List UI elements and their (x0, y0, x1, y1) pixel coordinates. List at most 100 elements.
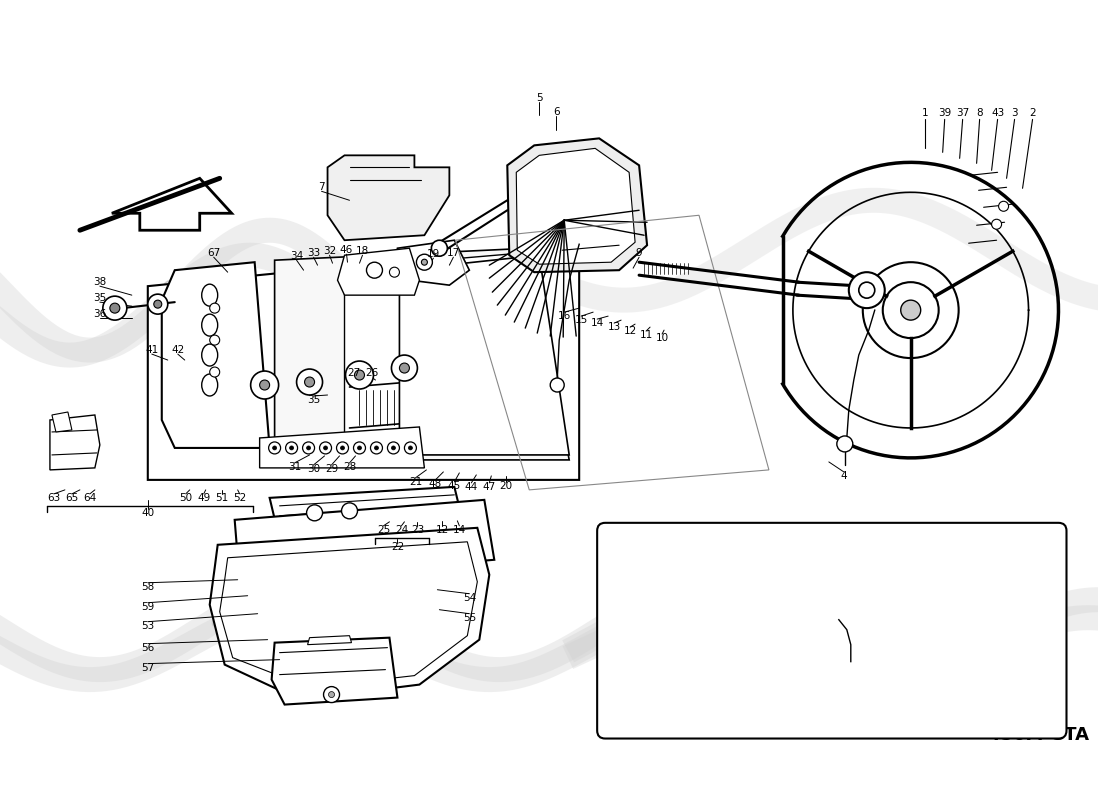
Text: 14: 14 (453, 525, 466, 535)
Text: 31: 31 (288, 462, 301, 472)
Circle shape (147, 294, 168, 314)
Circle shape (991, 219, 1002, 230)
Text: 50: 50 (179, 493, 192, 503)
Text: 51: 51 (216, 493, 229, 503)
Circle shape (371, 442, 383, 454)
Text: 44: 44 (464, 482, 478, 492)
Text: 62: 62 (877, 622, 890, 632)
Circle shape (353, 442, 365, 454)
Text: 66: 66 (877, 660, 890, 670)
Text: 26: 26 (365, 368, 378, 378)
Text: 24: 24 (395, 525, 408, 535)
Polygon shape (275, 248, 569, 460)
Circle shape (862, 262, 958, 358)
Polygon shape (234, 500, 494, 582)
Circle shape (999, 202, 1009, 211)
Text: 37: 37 (956, 109, 969, 118)
Text: 57: 57 (141, 662, 154, 673)
Text: 27: 27 (346, 368, 360, 378)
Text: 32: 32 (323, 246, 337, 256)
Polygon shape (769, 533, 861, 628)
Circle shape (389, 267, 399, 277)
Polygon shape (210, 528, 490, 699)
Text: 2: 2 (1030, 109, 1036, 118)
Text: 12: 12 (624, 326, 637, 336)
Ellipse shape (201, 314, 218, 336)
Text: A: A (984, 691, 992, 702)
Text: 65: 65 (65, 493, 78, 503)
Circle shape (640, 657, 646, 662)
Circle shape (849, 272, 884, 308)
Circle shape (837, 436, 852, 452)
Text: 13: 13 (607, 322, 620, 332)
Circle shape (345, 361, 374, 389)
Text: 25: 25 (377, 525, 390, 535)
Text: 52: 52 (233, 493, 246, 503)
Circle shape (297, 369, 322, 395)
Ellipse shape (201, 374, 218, 396)
Circle shape (210, 367, 220, 377)
Text: 20: 20 (499, 481, 513, 491)
Circle shape (273, 446, 276, 450)
Text: 56: 56 (141, 642, 154, 653)
Text: 67: 67 (207, 248, 220, 258)
Polygon shape (270, 487, 464, 540)
Text: 23: 23 (410, 525, 424, 535)
Circle shape (302, 442, 315, 454)
Circle shape (319, 442, 331, 454)
Circle shape (210, 303, 220, 313)
Text: 17: 17 (1052, 554, 1065, 565)
Text: 29: 29 (324, 464, 338, 474)
Polygon shape (162, 262, 270, 448)
Circle shape (417, 254, 432, 270)
Circle shape (431, 240, 448, 256)
Text: 30: 30 (307, 464, 320, 474)
Circle shape (286, 442, 298, 454)
Circle shape (307, 446, 310, 450)
Circle shape (260, 380, 270, 390)
Circle shape (843, 658, 859, 674)
Circle shape (110, 303, 120, 313)
Polygon shape (399, 255, 569, 455)
Text: 64: 64 (84, 493, 97, 503)
Ellipse shape (201, 344, 218, 366)
Polygon shape (395, 240, 470, 285)
Polygon shape (50, 415, 100, 470)
Text: 55: 55 (463, 613, 476, 622)
Text: 45: 45 (448, 481, 461, 491)
Text: 22: 22 (390, 542, 404, 552)
Text: eurospares: eurospares (158, 274, 300, 326)
Text: 60: 60 (1052, 594, 1065, 605)
Circle shape (634, 650, 652, 669)
Text: 38: 38 (94, 277, 107, 287)
Polygon shape (344, 254, 549, 450)
Circle shape (856, 590, 866, 601)
Circle shape (408, 446, 412, 450)
Text: 46: 46 (340, 246, 353, 255)
Text: 59: 59 (141, 602, 154, 612)
Circle shape (399, 363, 409, 373)
Circle shape (268, 442, 280, 454)
Polygon shape (308, 636, 352, 645)
Text: 9: 9 (636, 248, 642, 258)
Text: 63: 63 (47, 493, 60, 503)
Text: 42: 42 (172, 345, 185, 355)
Text: 17: 17 (447, 248, 460, 258)
Text: 34: 34 (290, 251, 304, 262)
Text: 456M GTA: 456M GTA (988, 726, 1089, 743)
Circle shape (421, 259, 428, 265)
Circle shape (550, 378, 564, 392)
Circle shape (392, 446, 395, 450)
Polygon shape (619, 537, 661, 557)
Text: 6: 6 (553, 107, 560, 118)
Text: eurospares: eurospares (209, 608, 351, 651)
Text: eurospares: eurospares (666, 611, 792, 648)
Circle shape (392, 355, 417, 381)
Polygon shape (338, 248, 419, 295)
Polygon shape (516, 148, 635, 264)
Text: 33: 33 (307, 248, 320, 258)
Circle shape (856, 573, 866, 582)
Circle shape (337, 442, 349, 454)
Circle shape (387, 442, 399, 454)
Circle shape (856, 554, 866, 565)
